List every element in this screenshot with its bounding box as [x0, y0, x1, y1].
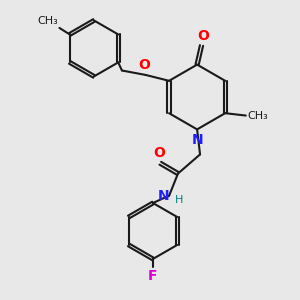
Text: F: F [148, 269, 158, 283]
Text: H: H [174, 195, 183, 205]
Text: O: O [138, 58, 150, 72]
Text: N: N [191, 133, 203, 147]
Text: CH₃: CH₃ [37, 16, 58, 26]
Text: O: O [197, 29, 209, 43]
Text: O: O [153, 146, 165, 160]
Text: CH₃: CH₃ [247, 110, 268, 121]
Text: N: N [158, 189, 169, 202]
